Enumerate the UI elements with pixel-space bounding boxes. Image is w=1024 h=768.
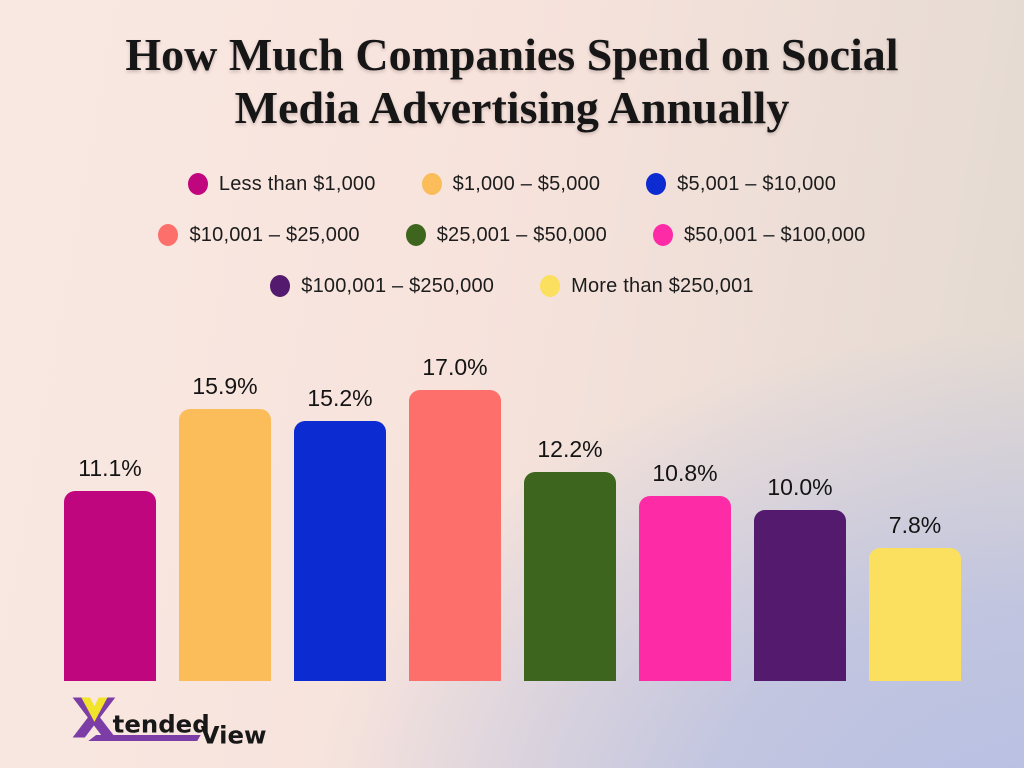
- legend-item-label: $25,001 – $50,000: [436, 223, 607, 246]
- bar-value-label: 15.9%: [192, 373, 258, 399]
- legend-row-3: $100,001 – $250,000 More than $250,001: [270, 275, 754, 298]
- legend-dot-icon: [158, 224, 179, 247]
- legend-item-label: $50,001 – $100,000: [683, 223, 866, 246]
- bar-group-50001-100000: 10.8%: [639, 460, 731, 681]
- chart-legend: Less than $1,000 $1,000 – $5,000 $5,001 …: [0, 173, 1024, 298]
- legend-item-label: More than $250,001: [571, 274, 754, 297]
- logo-text-tended: tended: [113, 709, 210, 738]
- bar-group-5001-10000: 15.2%: [294, 385, 386, 681]
- bar-value-label: 15.2%: [307, 385, 373, 411]
- legend-row-1: Less than $1,000 $1,000 – $5,000 $5,001 …: [187, 172, 836, 196]
- bar-less-than-1000: [64, 491, 156, 681]
- bar-group-10001-25000: 17.0%: [409, 354, 501, 681]
- bar-group-less-than-1000: 11.1%: [64, 455, 156, 681]
- chart-title: How Much Companies Spend on Social Media…: [0, 0, 1024, 135]
- legend-item-5001-10000: $5,001 – $10,000: [646, 173, 836, 196]
- legend-item-label: $1,000 – $5,000: [452, 172, 601, 195]
- bar-1000-5000: [179, 409, 271, 681]
- legend-item-label: $100,001 – $250,000: [301, 274, 495, 297]
- legend-item-50001-100000: $50,001 – $100,000: [652, 223, 866, 247]
- bar-value-label: 12.2%: [537, 436, 603, 462]
- legend-dot-icon: [405, 224, 426, 247]
- legend-item-more-than-250001: More than $250,001: [540, 275, 754, 298]
- legend-item-label: Less than $1,000: [218, 172, 376, 195]
- legend-item-less-than-1000: Less than $1,000: [187, 172, 376, 196]
- legend-item-1000-5000: $1,000 – $5,000: [421, 172, 601, 196]
- chart-title-line-1: How Much Companies Spend on Social: [125, 29, 899, 80]
- bar-25001-50000: [524, 472, 616, 681]
- bar-10001-25000: [409, 390, 501, 681]
- bar-group-100001-250000: 10.0%: [754, 474, 846, 681]
- bar-chart: 11.1% 15.9% 15.2% 17.0% 12.2% 10.8% 10.0…: [64, 354, 961, 681]
- legend-dot-icon: [652, 224, 673, 247]
- legend-item-100001-250000: $100,001 – $250,000: [270, 275, 494, 298]
- bar-value-label: 10.8%: [652, 460, 718, 486]
- legend-row-2: $10,001 – $25,000 $25,001 – $50,000 $50,…: [158, 224, 865, 247]
- chart-title-line-2: Media Advertising Annually: [234, 82, 790, 134]
- logo-underline: [88, 734, 201, 742]
- legend-item-25001-50000: $25,001 – $50,000: [405, 223, 607, 247]
- logo-text-view: View: [201, 721, 266, 750]
- legend-dot-icon: [270, 275, 291, 298]
- logo-yellow-v-icon: [81, 697, 108, 722]
- bar-value-label: 7.8%: [888, 512, 942, 538]
- legend-dot-icon: [421, 173, 442, 196]
- legend-dot-icon: [540, 275, 561, 298]
- bar-value-label: 10.0%: [767, 474, 833, 500]
- bar-5001-10000: [294, 421, 386, 681]
- bar-more-than-250001: [869, 548, 961, 681]
- legend-dot-icon: [646, 173, 667, 196]
- bar-100001-250000: [754, 510, 846, 681]
- bar-value-label: 17.0%: [422, 354, 488, 380]
- bar-value-label: 11.1%: [78, 455, 142, 481]
- legend-item-label: $10,001 – $25,000: [189, 223, 360, 246]
- bar-group-25001-50000: 12.2%: [524, 436, 616, 681]
- legend-dot-icon: [187, 173, 208, 196]
- bar-50001-100000: [639, 496, 731, 681]
- bar-group-more-than-250001: 7.8%: [869, 512, 961, 681]
- xtendedview-logo-graphic: tended View: [72, 697, 267, 750]
- legend-item-label: $5,001 – $10,000: [677, 172, 837, 195]
- bar-group-1000-5000: 15.9%: [179, 373, 271, 681]
- xtendedview-logo: tended View: [70, 691, 267, 756]
- legend-item-10001-25000: $10,001 – $25,000: [158, 223, 360, 247]
